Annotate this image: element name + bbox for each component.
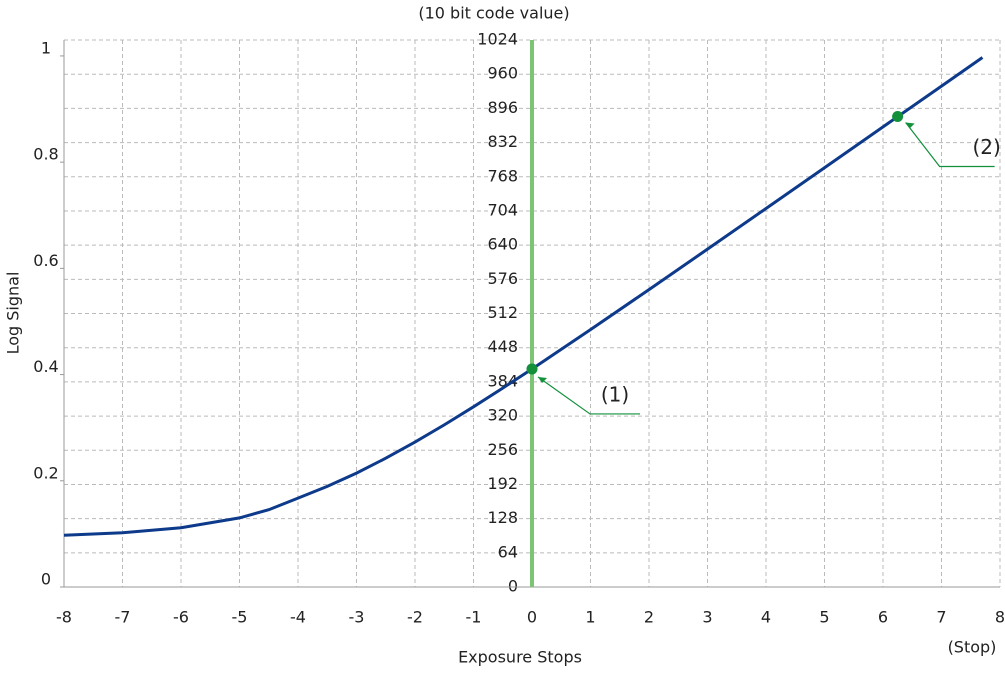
y-axis-label: Log Signal (4, 272, 23, 355)
y-tick-label: 320 (487, 406, 518, 425)
x-tick-label: -8 (56, 608, 72, 627)
line-series (63, 56, 984, 537)
y-tick-label: 896 (487, 98, 518, 117)
y-tick-label: 512 (487, 303, 518, 322)
annotation-point (892, 110, 904, 122)
y2-tick-label: 0.4 (33, 357, 58, 376)
y2-tick-label: 0.2 (33, 463, 58, 482)
leader-line (905, 122, 995, 168)
x-tick-label: 4 (761, 608, 771, 627)
x-tick-label: 8 (995, 608, 1005, 627)
y-tick-label: 256 (487, 440, 518, 459)
x-tick-label: 5 (819, 608, 829, 627)
x-tick-label: 1 (585, 608, 595, 627)
leader-line (537, 376, 640, 415)
y-tick-label: 960 (487, 64, 518, 83)
chart-title: (10 bit code value) (418, 4, 569, 23)
y-tick-label: 192 (487, 474, 518, 493)
x-tick-label: 6 (878, 608, 888, 627)
x-tick-label: -4 (290, 608, 306, 627)
y-tick-label: 384 (487, 371, 518, 390)
x-tick-label: -3 (349, 608, 365, 627)
y-tick-label: 1024 (477, 30, 518, 49)
y-tick-label: 576 (487, 269, 518, 288)
y-tick-label: 768 (487, 166, 518, 185)
x-tick-label: -2 (407, 608, 423, 627)
x-tick-label: -1 (466, 608, 482, 627)
x-tick-label: 0 (527, 608, 537, 627)
y-tick-label: 128 (487, 508, 518, 527)
y-tick-label: 640 (487, 235, 518, 254)
y2-tick-label: 1 (41, 38, 51, 57)
y-tick-label: 448 (487, 337, 518, 356)
annotation-label: (1) (601, 382, 629, 406)
x-tick-label: 2 (644, 608, 654, 627)
y-tick-label: 0 (508, 577, 518, 596)
y-tick-label: 64 (498, 542, 518, 561)
y2-tick-label: 0 (41, 570, 51, 589)
y2-tick-label: 0.6 (33, 251, 58, 270)
y2-tick-label: 0.8 (33, 145, 58, 164)
leader-arrow (905, 122, 915, 129)
x-tick-label: -5 (232, 608, 248, 627)
x-unit: (Stop) (948, 638, 997, 657)
y-tick-label: 832 (487, 132, 518, 151)
x-tick-label: -6 (173, 608, 189, 627)
x-tick-label: 3 (702, 608, 712, 627)
annotation-label: (2) (972, 135, 1000, 159)
y-tick-label: 704 (487, 200, 518, 219)
leader-arrow (538, 376, 547, 383)
x-tick-label: 7 (936, 608, 946, 627)
annotation-point (526, 363, 538, 375)
x-axis-label: Exposure Stops (458, 648, 582, 667)
x-tick-label: -7 (115, 608, 131, 627)
